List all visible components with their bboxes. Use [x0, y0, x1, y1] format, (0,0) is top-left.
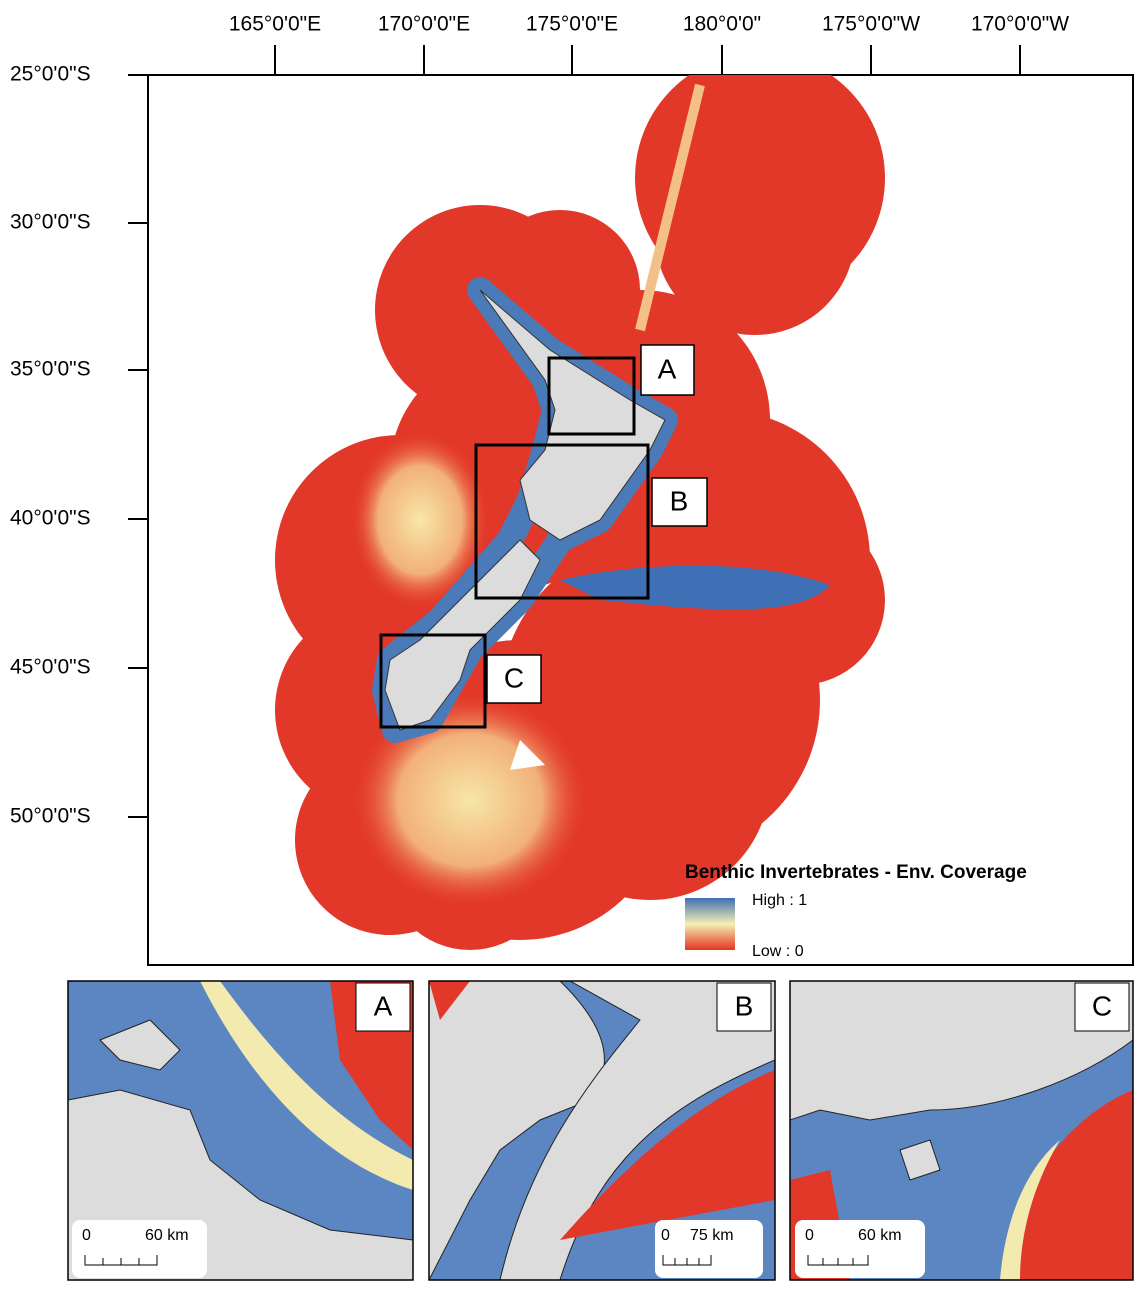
map-text: Low : 0 — [752, 943, 804, 960]
map-text: C — [504, 662, 524, 693]
latitude-label: 35°0'0"S — [10, 358, 91, 381]
longitude-label: 175°0'0"W — [822, 13, 920, 36]
map-shape: 165°0'0"E 170°0'0"E 175°0'0"E 180°0'0" 175°0… — [229, 13, 1069, 75]
map-text: B — [670, 485, 689, 516]
map-text: B — [735, 990, 754, 1021]
map-text: A — [658, 353, 677, 384]
map-text: C — [1092, 990, 1112, 1021]
map-figure: 165°0'0"E 170°0'0"E 175°0'0"E 180°0'0" 175°0… — [0, 0, 1137, 1284]
latitude-label: 50°0'0"S — [10, 805, 91, 828]
latitude-label: 30°0'0"S — [10, 211, 91, 234]
map-text: 75 km — [690, 1227, 734, 1244]
latitude-label: 40°0'0"S — [10, 507, 91, 530]
longitude-label: 175°0'0"E — [526, 13, 618, 36]
map-text: 60 km — [145, 1227, 189, 1244]
map-text: 60 km — [858, 1227, 902, 1244]
map-text: 0 — [661, 1227, 670, 1244]
map-shape: 25°0'0"S 30°0'0"S 35°0'0"S 40°0'0"S 45°0'0"S… — [10, 63, 148, 828]
map-text: High : 1 — [752, 892, 807, 909]
map-shape — [685, 898, 735, 950]
longitude-label: 170°0'0"E — [378, 13, 470, 36]
longitude-label: 170°0'0"W — [971, 13, 1069, 36]
latitude-label: 25°0'0"S — [10, 63, 91, 86]
longitude-label: 165°0'0"E — [229, 13, 321, 36]
map-text: Benthic Invertebrates - Env. Coverage — [685, 862, 1027, 883]
latitude-label: 45°0'0"S — [10, 656, 91, 679]
map-text: 0 — [82, 1227, 91, 1244]
longitude-label: 180°0'0" — [683, 13, 761, 36]
map-text: A — [374, 990, 393, 1021]
map-text: 0 — [805, 1227, 814, 1244]
